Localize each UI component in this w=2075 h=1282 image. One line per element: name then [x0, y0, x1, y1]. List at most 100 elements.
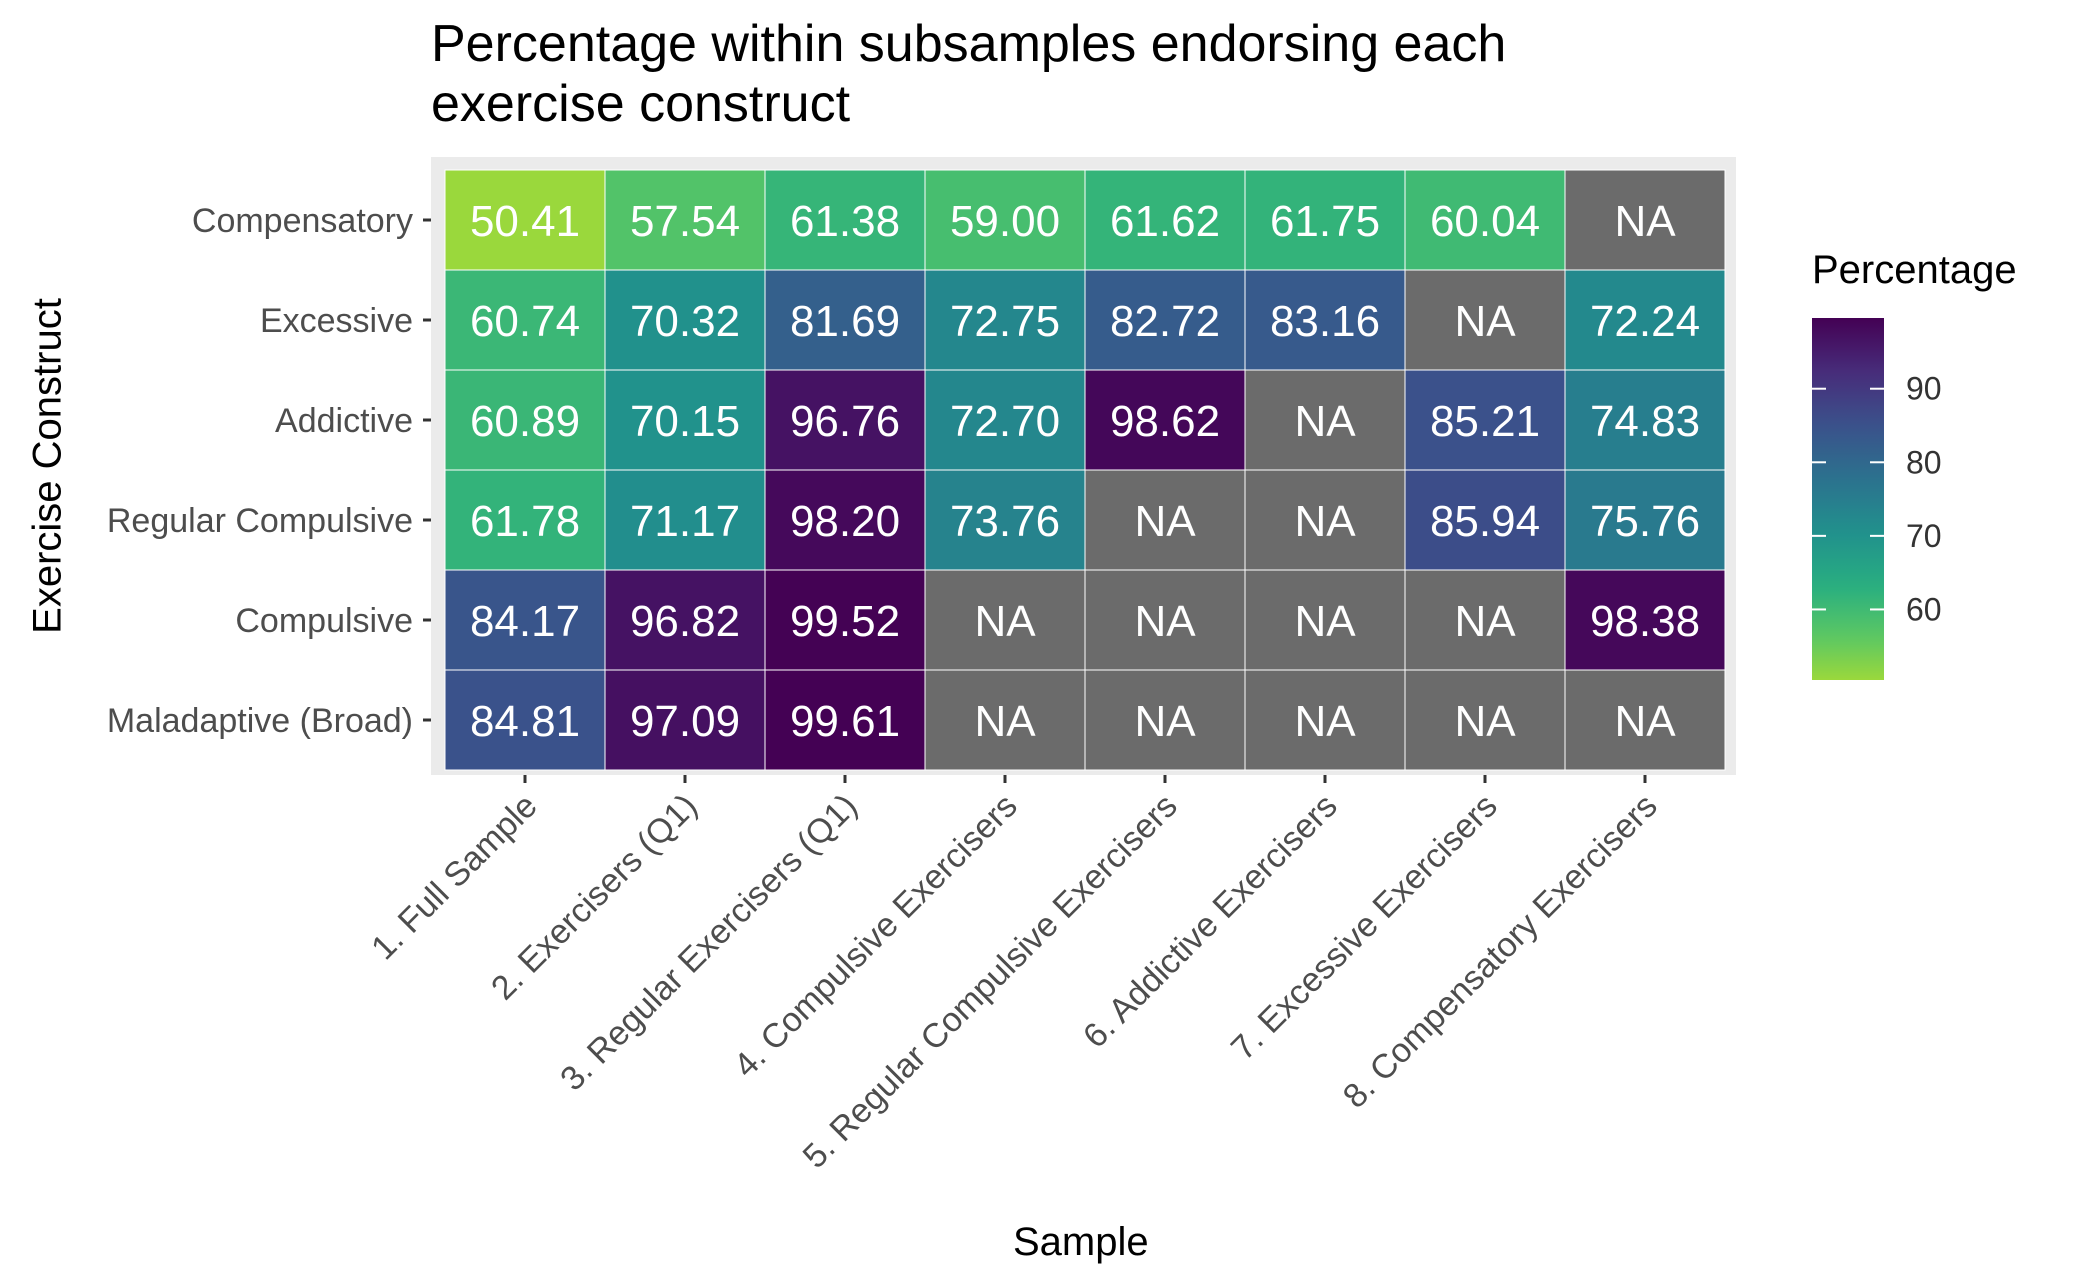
legend-tick-label: 80: [1906, 444, 1942, 480]
cell-value-label: 97.09: [630, 697, 740, 746]
heatmap-cell: [924, 469, 1086, 571]
heatmap-cell: [604, 569, 766, 671]
y-axis-title: Exercise Construct: [25, 298, 70, 634]
cell-value-label: 98.38: [1590, 597, 1700, 646]
cell-value-label: 96.76: [790, 397, 900, 446]
heatmap-cell: [1404, 669, 1566, 771]
cell-value-label: 75.76: [1590, 497, 1700, 546]
cell-value-label: NA: [1454, 597, 1516, 646]
color-legend: 60 70 80 90: [1812, 318, 1942, 680]
cell-value-label: 98.62: [1110, 397, 1220, 446]
legend-tick-label: 90: [1906, 371, 1942, 407]
y-tick-label: Addictive: [275, 402, 413, 440]
cell-value-label: NA: [1614, 197, 1676, 246]
cell-value-label: 61.75: [1270, 197, 1380, 246]
cell-value-label: NA: [1134, 497, 1196, 546]
cell-value-label: NA: [1614, 697, 1676, 746]
cell-value-label: 70.15: [630, 397, 740, 446]
heatmap-cell: [1244, 369, 1406, 471]
heatmap-cell: [1404, 369, 1566, 471]
cell-value-label: 60.89: [470, 397, 580, 446]
heatmap-cell: [604, 469, 766, 571]
heatmap-cell: [604, 669, 766, 771]
y-tick-label: Excessive: [260, 302, 413, 340]
x-tick-label: 4. Compulsive Exercisers: [727, 787, 1025, 1085]
cell-value-label: 99.61: [790, 697, 900, 746]
y-tick-label: Compulsive: [235, 602, 413, 640]
cell-value-label: 61.62: [1110, 197, 1220, 246]
cell-value-label: 61.38: [790, 197, 900, 246]
heatmap-cell: [1564, 369, 1726, 471]
heatmap-cell: [444, 669, 606, 771]
cell-value-label: 72.75: [950, 297, 1060, 346]
cell-value-label: 73.76: [950, 497, 1060, 546]
heatmap-cell: [1084, 269, 1246, 371]
legend-tick-label: 70: [1906, 518, 1942, 554]
cell-value-label: 85.94: [1430, 497, 1540, 546]
x-tick-label: 1. Full Sample: [364, 787, 545, 968]
heatmap-cell: [604, 369, 766, 471]
cell-value-label: 60.74: [470, 297, 580, 346]
heatmap-cell: [1564, 169, 1726, 271]
chart-title-line-2: exercise construct: [431, 75, 851, 133]
heatmap-cell: [444, 569, 606, 671]
cell-value-label: NA: [1294, 597, 1356, 646]
y-axis-ticks: Compensatory Excessive Addictive Regular Co…: [107, 202, 431, 740]
cell-value-label: NA: [1294, 697, 1356, 746]
cell-value-label: 85.21: [1430, 397, 1540, 446]
heatmap-cell: [604, 269, 766, 371]
heatmap-cell: [1244, 269, 1406, 371]
x-tick-label: 3. Regular Exercisers (Q1): [553, 787, 864, 1098]
cell-value-label: 72.24: [1590, 297, 1700, 346]
cell-value-label: 60.04: [1430, 197, 1540, 246]
heatmap-cell: [444, 469, 606, 571]
heatmap-cell: [924, 669, 1086, 771]
cell-value-label: NA: [974, 597, 1036, 646]
cell-value-label: 61.78: [470, 497, 580, 546]
x-axis-title: Sample: [1013, 1220, 1149, 1264]
cell-value-label: NA: [1294, 397, 1356, 446]
x-tick-label: 7. Excessive Exercisers: [1224, 787, 1505, 1068]
heatmap-cell: [1244, 169, 1406, 271]
cell-value-label: 84.17: [470, 597, 580, 646]
cell-value-label: 70.32: [630, 297, 740, 346]
heatmap-cells: 50.41 57.54 61.38 59.00 61.62 61.75 60.04 NA 60.…: [444, 169, 1726, 771]
heatmap-cell: [1084, 369, 1246, 471]
cell-value-label: NA: [1294, 497, 1356, 546]
cell-value-label: 50.41: [470, 197, 580, 246]
legend-title: Percentage: [1812, 248, 2017, 292]
heatmap-cell: [1404, 169, 1566, 271]
legend-tick-label: 60: [1906, 591, 1942, 627]
heatmap-cell: [1244, 569, 1406, 671]
legend-colorbar: [1812, 318, 1884, 680]
cell-value-label: NA: [1454, 697, 1516, 746]
cell-value-label: 99.52: [790, 597, 900, 646]
cell-value-label: 84.81: [470, 697, 580, 746]
cell-value-label: 59.00: [950, 197, 1060, 246]
cell-value-label: 82.72: [1110, 297, 1220, 346]
cell-value-label: 71.17: [630, 497, 740, 546]
cell-value-label: 98.20: [790, 497, 900, 546]
heatmap-cell: [764, 369, 926, 471]
heatmap-cell: [1404, 269, 1566, 371]
cell-value-label: 72.70: [950, 397, 1060, 446]
heatmap-cell: [924, 569, 1086, 671]
cell-value-label: 83.16: [1270, 297, 1380, 346]
heatmap-cell: [764, 569, 926, 671]
cell-value-label: NA: [974, 697, 1036, 746]
heatmap-cell: [764, 269, 926, 371]
heatmap-cell: [764, 469, 926, 571]
heatmap-cell: [444, 369, 606, 471]
chart-title-line-1: Percentage within subsamples endorsing e…: [431, 15, 1507, 73]
cell-value-label: 57.54: [630, 197, 740, 246]
x-tick-label: 8. Compensatory Exercisers: [1336, 787, 1665, 1116]
heatmap-cell: [1564, 269, 1726, 371]
heatmap-cell: [444, 269, 606, 371]
heatmap-cell: [764, 669, 926, 771]
heatmap-cell: [1244, 469, 1406, 571]
cell-value-label: 81.69: [790, 297, 900, 346]
heatmap-cell: [1404, 469, 1566, 571]
heatmap-cell: [1244, 669, 1406, 771]
